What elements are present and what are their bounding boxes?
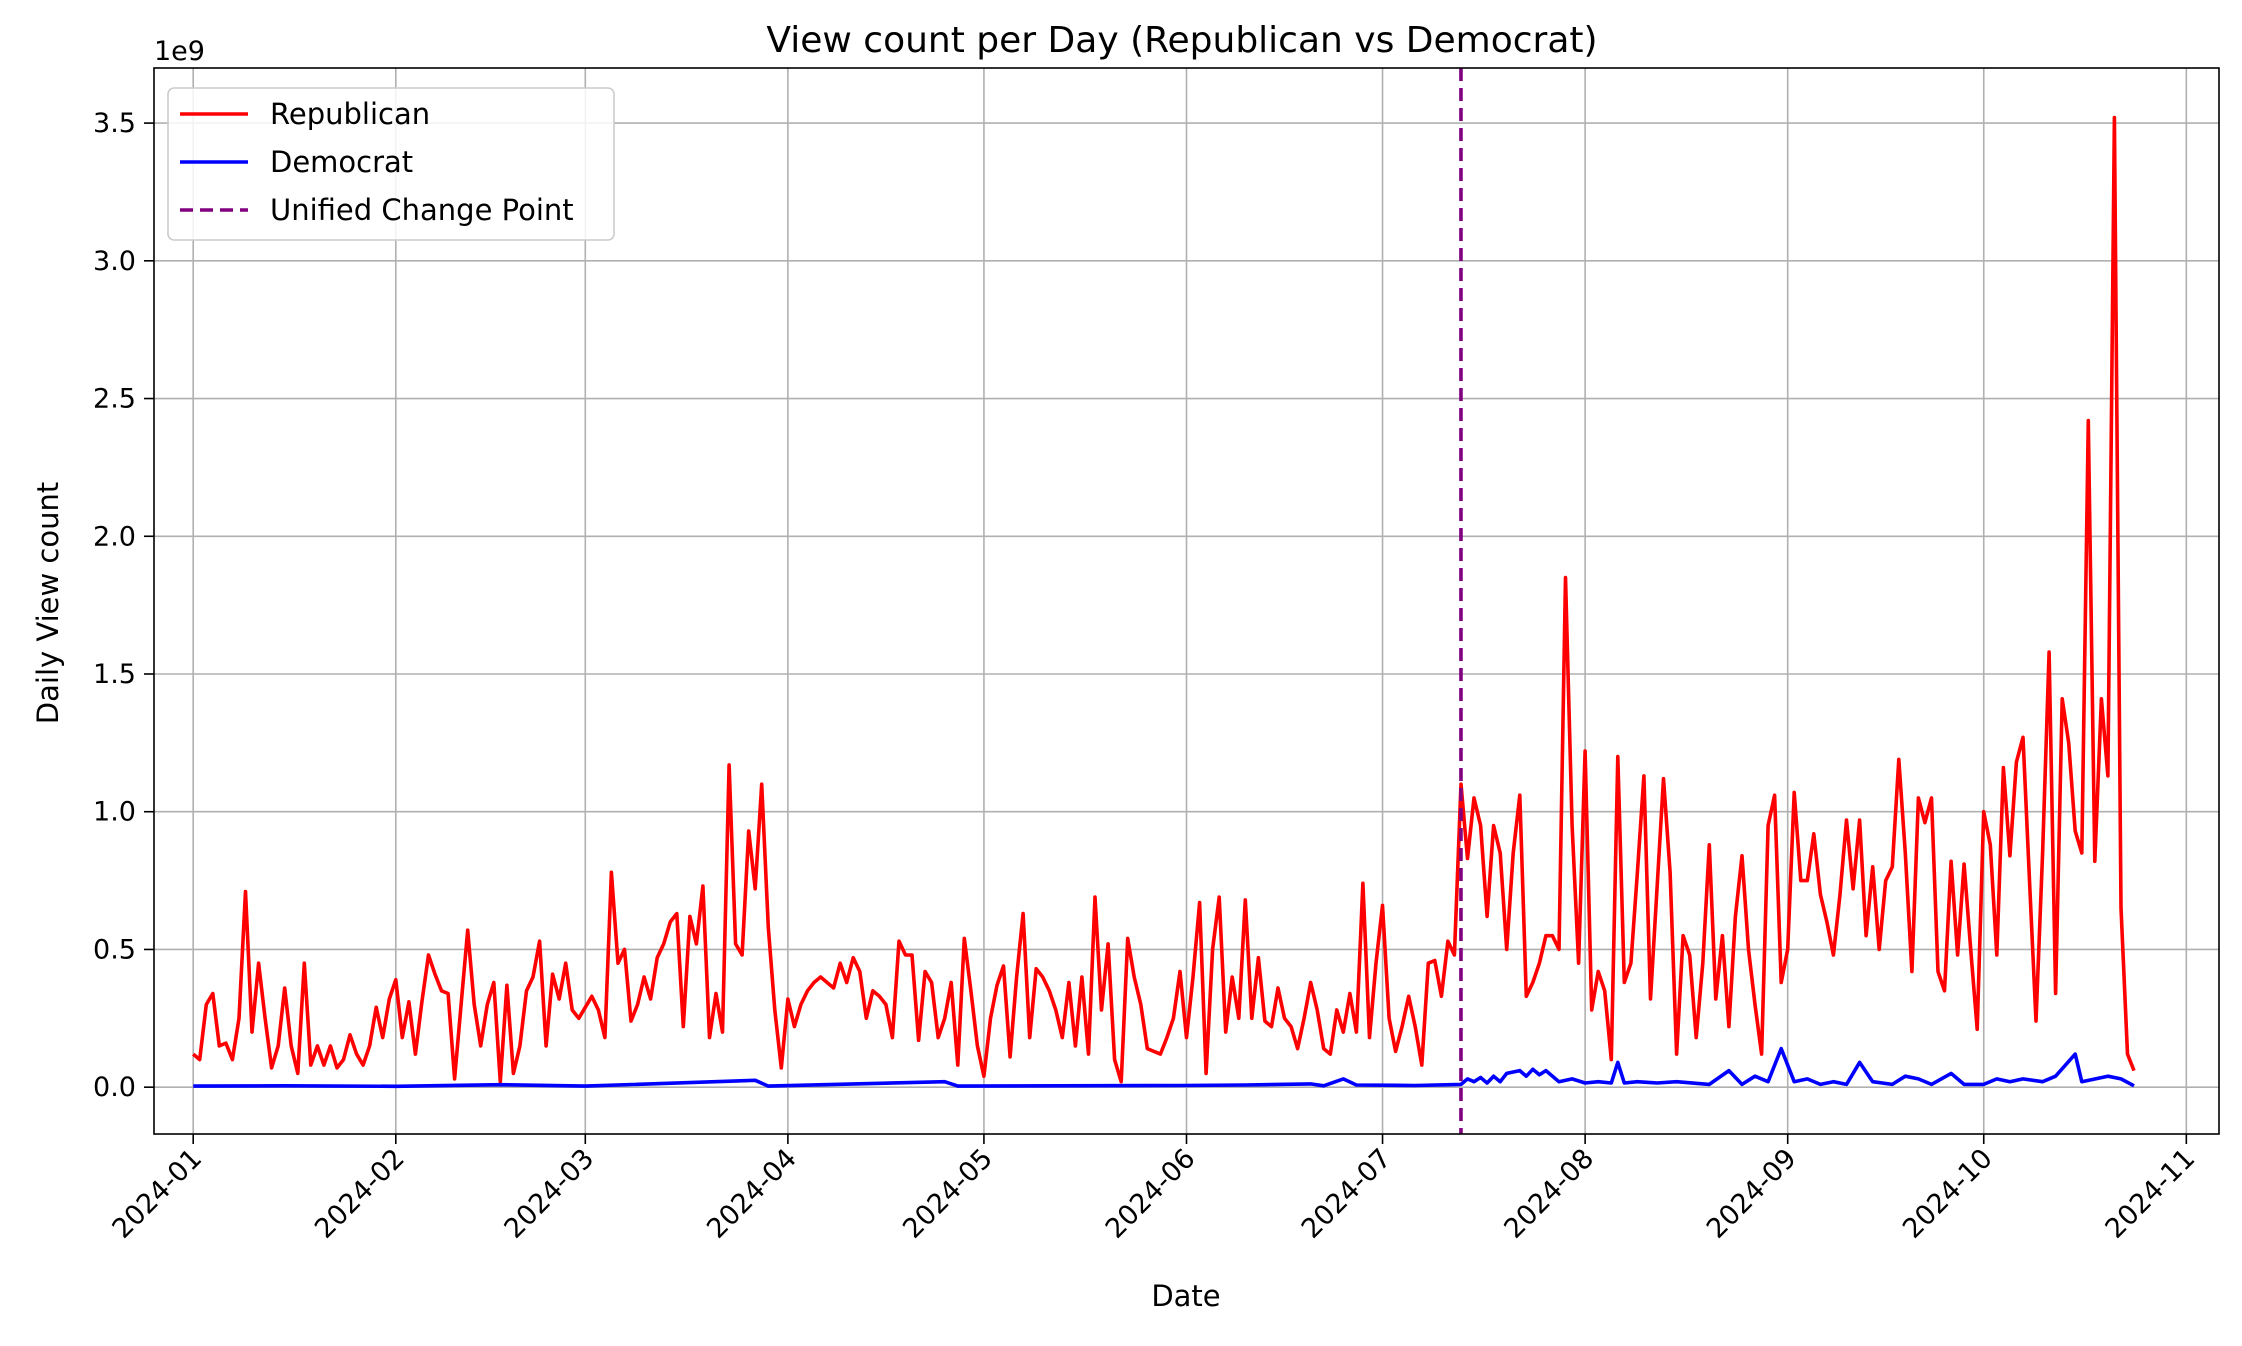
y-tick-label: 0.5 (93, 934, 136, 965)
series-group (192, 115, 2136, 1089)
legend-label: Republican (270, 97, 430, 131)
y-axis: 0.0 0.5 1.0 1.5 2.0 2.5 3.0 3.5 (93, 108, 154, 1103)
chart-title: View count per Day (Republican vs Democr… (766, 20, 1597, 61)
y-tick-label: 3.5 (93, 108, 136, 139)
legend-box (167, 87, 615, 241)
legend: Republican Democrat Unified Change Point (167, 87, 615, 241)
legend-label: Democrat (270, 145, 413, 179)
y-tick-label: 3.0 (93, 246, 136, 277)
y-tick-label: 2.5 (93, 384, 136, 415)
y-tick-label: 0.0 (93, 1072, 136, 1103)
y-axis-label: Daily View count (31, 482, 65, 724)
republican-series-line (192, 115, 2136, 1084)
legend-label: Unified Change Point (270, 193, 574, 227)
y-tick-label: 2.0 (93, 521, 136, 552)
democrat-series-line (193, 1046, 2135, 1089)
y-axis-scale-label: 1e9 (154, 36, 205, 67)
x-axis-label: Date (1151, 1279, 1220, 1313)
y-tick-label: 1.0 (93, 797, 136, 828)
y-tick-label: 1.5 (93, 659, 136, 690)
